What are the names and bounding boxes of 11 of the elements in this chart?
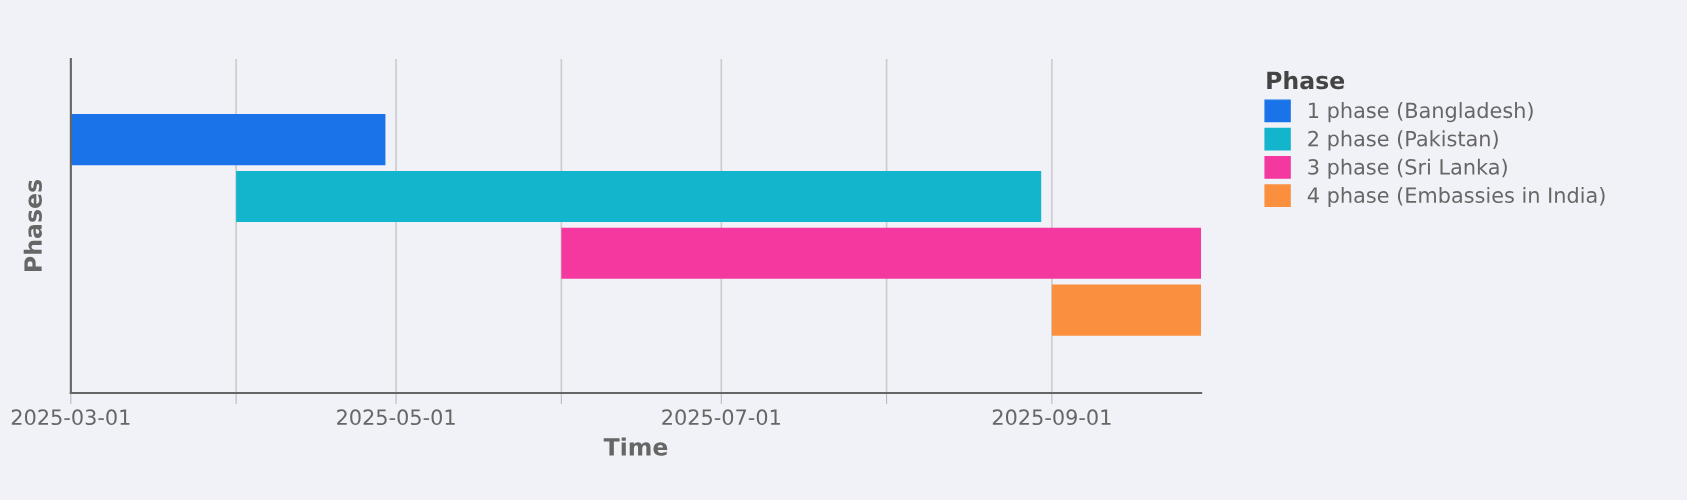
x-tick-label: 2025-03-01 <box>11 409 130 426</box>
legend-label: 3 phase (Sri Lanka) <box>1308 158 1507 179</box>
x-tick-label: 2025-07-01 <box>662 409 780 426</box>
legend-label: 1 phase (Bangladesh) <box>1309 102 1533 123</box>
legend-label: 4 phase (Embassies in India) <box>1307 186 1605 208</box>
x-tick-label: 2025-09-01 <box>992 409 1111 426</box>
legend-title: Phase <box>1267 71 1345 90</box>
x-tick-label: 2025-05-01 <box>337 409 455 426</box>
y-axis-title: Phases <box>23 180 42 271</box>
legend-label: 2 phase (Pakistan) <box>1308 130 1498 151</box>
x-axis-title: Time <box>603 437 668 456</box>
